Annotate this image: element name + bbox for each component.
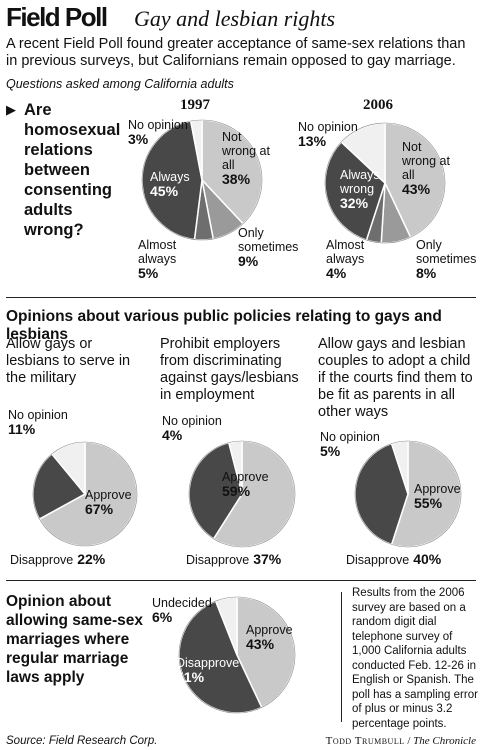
source: Source: Field Research Corp. [6,735,158,747]
slice-label: No opinion 4% [162,414,237,442]
category-label: Always wrong [340,168,380,196]
slice-label: Only sometimes 9% [238,226,308,268]
value-label: 4% [162,427,183,443]
value-label: 11% [8,421,36,437]
category-label: Almost always [326,238,365,266]
category-label: Approve [246,623,293,637]
slice-label: Always 45% [150,170,200,198]
value-label: 4% [326,265,347,281]
category-label: No opinion [162,414,222,428]
slice-label: Always wrong 32% [340,168,390,210]
credit-name: Todd Trumbull [325,735,405,747]
category-label: Disapprove [346,553,410,567]
chart-title: Prohibit employers from discriminating a… [160,336,299,403]
questions-note: Questions asked among California adults [6,77,234,91]
slice-label: No opinion 5% [320,430,395,458]
slice-label: Approve 59% [222,470,282,498]
slice-label: No opinion 11% [8,408,83,436]
chart-title: Opinion about allowing same-sex marriage… [6,593,143,686]
category-label: Undecided [152,596,212,610]
slice-label: Not wrong at all 38% [222,130,270,186]
pie-outline [324,122,446,244]
question: Are homosexual relations between consent… [24,101,121,239]
value-label: 67% [85,501,114,517]
pie-outline [188,440,296,548]
slice-label: Disapprove 22% [10,552,160,567]
slice-label: Disapprove 51% [176,656,240,685]
chart-title: Allow gays and lesbian couples to adopt … [318,336,473,420]
category-label: Approve [222,470,269,484]
value-label: 59% [222,483,251,499]
category-label: Disapprove [176,656,240,670]
value-label: 32% [340,195,369,211]
slice-label: Almost always 4% [326,238,374,280]
credit-paper: The Chronicle [413,735,476,747]
category-label: Disapprove [186,553,250,567]
pie-outline [141,119,263,241]
value-label: 6% [152,609,173,625]
slice-label: Approve 67% [85,488,145,516]
category-label: Approve [85,488,132,502]
section-title: Opinions about various public policies r… [6,308,442,343]
value-label: 5% [320,443,341,459]
category-label: Only sometimes [238,226,299,254]
value-label: 8% [416,265,437,281]
category-label: No opinion [8,408,68,422]
value-label: 38% [222,171,251,187]
value-label: 13% [298,133,327,149]
category-label: Only sometimes [416,238,477,266]
subtitle: Gay and lesbian rights [134,6,336,31]
value-label: 45% [150,183,179,199]
value-label: 3% [128,131,149,147]
title: Field Poll [6,2,108,32]
value-label: 43% [246,636,275,652]
category-label: No opinion [128,118,188,132]
slice-label: Not wrong at all 43% [402,140,450,196]
divider [341,592,342,722]
value-label: 40% [413,551,442,567]
category-label: Approve [414,482,461,496]
category-label: Always [150,170,190,184]
value-label: 5% [138,265,159,281]
slice-label: Disapprove 37% [186,552,336,567]
credit: Todd Trumbull / The Chronicle [325,735,476,747]
divider [6,297,476,298]
chart-title: 2006 [363,97,393,113]
intro: A recent Field Poll found greater accept… [6,36,466,69]
slice-label: No opinion 13% [298,120,360,148]
slice-label: No opinion 3% [128,118,198,146]
slice-label: Approve 43% [246,623,298,651]
category-label: No opinion [298,120,358,134]
slice-label: Disapprove 40% [346,552,476,567]
note: Results from the 2006 survey are based o… [352,587,478,730]
value-label: 43% [402,181,431,197]
pie-outline [354,440,462,548]
category-label: No opinion [320,430,380,444]
value-label: 55% [414,495,443,511]
divider [6,580,476,581]
value-label: 9% [238,253,259,269]
slice-label: Only sometimes 8% [416,238,482,280]
value-label: 37% [253,551,282,567]
pie-outline [178,596,296,714]
bullet-icon: ▶ [6,102,16,117]
value-label: 51% [176,669,205,685]
slice-label: Undecided 6% [152,596,224,624]
chart-title: 1997 [180,97,210,113]
value-label: 22% [77,551,106,567]
category-label: Almost always [138,238,177,266]
slice-label: Almost always 5% [138,238,186,280]
category-label: Not wrong at all [222,130,270,172]
category-label: Not wrong at all [402,140,450,182]
category-label: Disapprove [10,553,74,567]
chart-title: Allow gays or lesbians to serve in the m… [6,336,131,386]
pie-outline [32,441,138,547]
slice-label: Approve 55% [414,482,474,510]
